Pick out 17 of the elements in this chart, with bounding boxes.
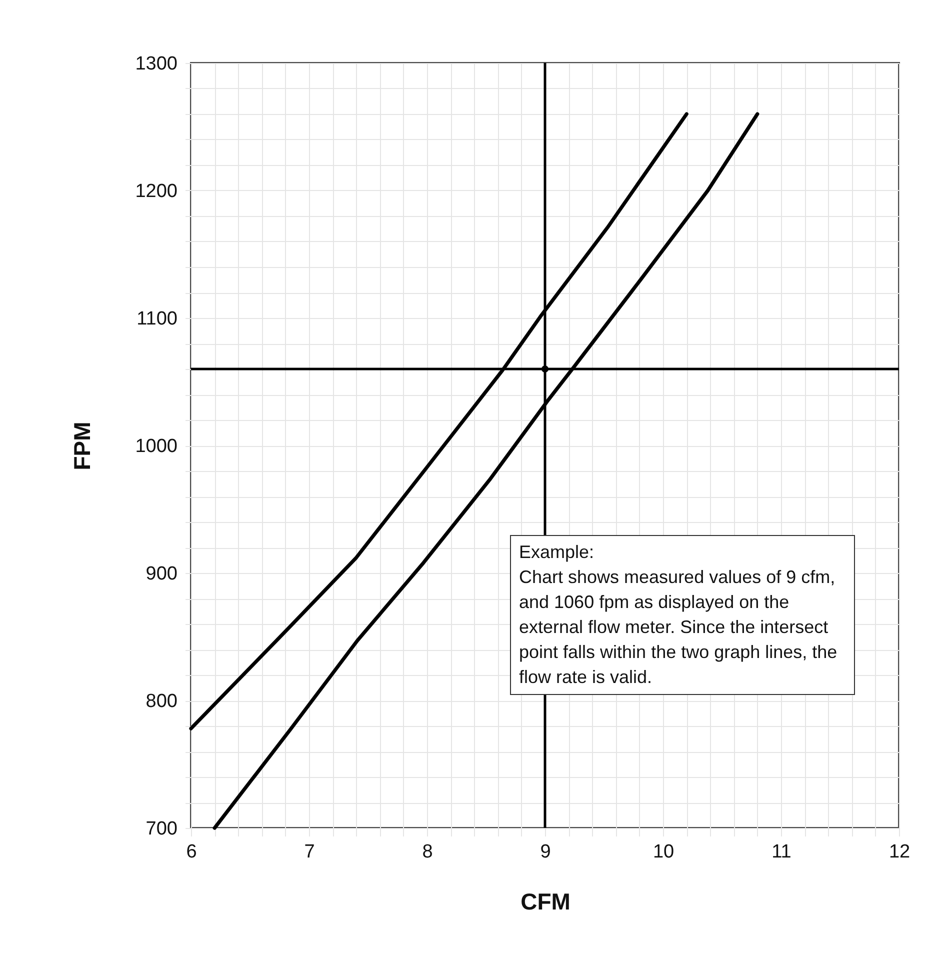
x-axis-title: CFM: [520, 888, 570, 914]
y-tick-label: 1000: [135, 436, 178, 457]
y-tick-label: 800: [146, 691, 178, 712]
y-tick-label: 1300: [135, 54, 178, 74]
x-tick-label: 6: [186, 842, 197, 862]
y-tick-label: 1200: [135, 181, 178, 202]
x-tick-label: 7: [304, 842, 315, 862]
x-tick-label: 8: [422, 842, 433, 862]
y-tick-label: 900: [146, 564, 178, 584]
x-tick-label: 11: [772, 842, 792, 862]
x-tick-label: 12: [888, 842, 910, 862]
y-tick-label: 1100: [136, 308, 178, 330]
y-axis-title: FPM: [69, 422, 96, 470]
x-tick-label: 9: [540, 842, 551, 862]
x-tick-label: 10: [652, 842, 674, 862]
y-tick-label: 700: [146, 818, 178, 840]
note-box: Example: Chart shows measured values of 9 cfm, and 1060 fpm as displayed on the external flow meter. Since the intersect point falls within the two graph lines, the flow rate is valid.: [510, 535, 855, 695]
